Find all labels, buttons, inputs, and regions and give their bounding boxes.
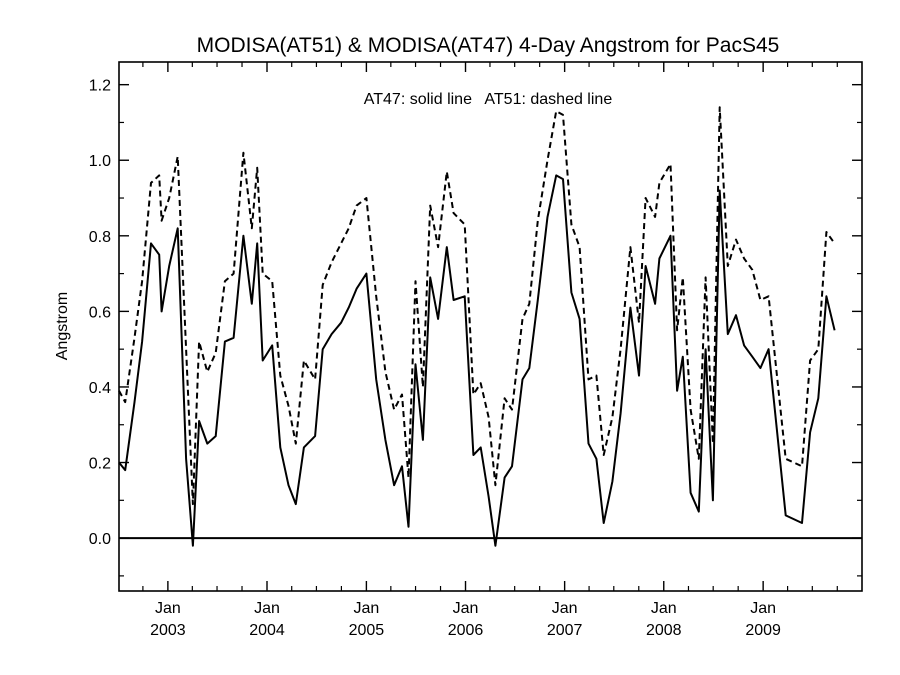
x-tick-label-year: 2006 <box>448 622 484 639</box>
series-layer <box>118 106 862 547</box>
x-tick-label-month: Jan <box>353 600 379 617</box>
x-tick-label-year: 2004 <box>249 622 285 639</box>
legend-annotation: AT47: solid line AT51: dashed line <box>364 91 613 108</box>
plot-frame <box>118 61 863 592</box>
y-tick-label: 0.0 <box>89 531 111 548</box>
y-tick-label: 0.8 <box>89 229 111 246</box>
x-tick-label-month: Jan <box>651 600 677 617</box>
x-tick-label-year: 2009 <box>745 622 781 639</box>
y-tick-label: 0.4 <box>89 380 111 397</box>
x-tick-label-year: 2003 <box>150 622 186 639</box>
chart-title: MODISA(AT51) & MODISA(AT47) 4-Day Angstr… <box>197 34 780 57</box>
x-tick-label-year: 2005 <box>349 622 385 639</box>
x-tick-label-month: Jan <box>155 600 181 617</box>
y-tick-label: 0.6 <box>89 304 111 321</box>
y-tick-label: 0.2 <box>89 456 111 473</box>
axes-layer: 0.0 0.2 0.4 0.6 0.8 1.0 1.2 Jan 2003 Jan 2004 Jan 20… <box>89 62 862 639</box>
x-tick-label-month: Jan <box>254 600 280 617</box>
x-tick-label-month: Jan <box>552 600 578 617</box>
x-tick-label-month: Jan <box>453 600 479 617</box>
y-tick-label: 1.0 <box>89 153 111 170</box>
series-line-at51 <box>118 106 836 506</box>
x-tick-label-month: Jan <box>750 600 776 617</box>
y-tick-label: 1.2 <box>89 78 111 95</box>
x-tick-label-year: 2007 <box>547 622 583 639</box>
y-axis-label: Angstrom <box>54 292 71 360</box>
series-line-at47 <box>118 174 836 547</box>
x-tick-label-year: 2008 <box>646 622 682 639</box>
